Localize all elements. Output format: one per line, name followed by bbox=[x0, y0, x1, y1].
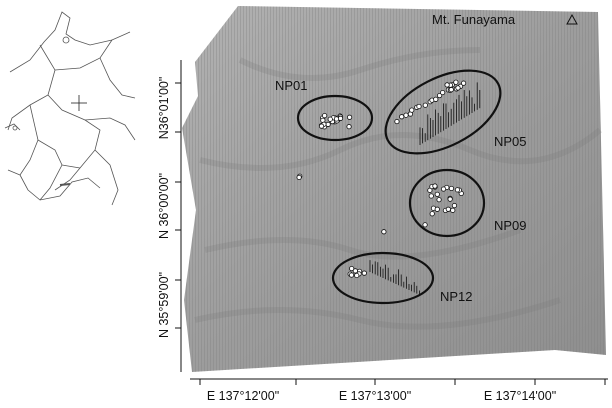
point bbox=[328, 117, 332, 121]
point bbox=[417, 104, 421, 108]
point bbox=[435, 207, 439, 211]
point bbox=[297, 175, 301, 179]
point bbox=[449, 87, 453, 91]
point bbox=[410, 108, 414, 112]
lat-label: N 35°59'00" bbox=[157, 272, 171, 338]
point bbox=[433, 184, 437, 188]
point bbox=[455, 188, 459, 192]
point bbox=[423, 103, 427, 107]
point bbox=[451, 208, 455, 212]
point bbox=[423, 223, 427, 227]
point bbox=[382, 230, 386, 234]
peak-label: Mt. Funayama bbox=[432, 12, 516, 27]
lon-label: E 137°14'00" bbox=[484, 389, 556, 403]
point bbox=[322, 113, 326, 117]
site-label: NP05 bbox=[494, 134, 527, 149]
point bbox=[441, 187, 445, 191]
site-label: NP01 bbox=[275, 78, 308, 93]
point bbox=[448, 197, 452, 201]
point bbox=[456, 86, 460, 90]
point bbox=[446, 207, 450, 211]
lon-label: E 137°12'00" bbox=[207, 389, 279, 403]
point bbox=[461, 81, 465, 85]
point bbox=[429, 194, 433, 198]
point bbox=[435, 192, 439, 196]
lon-label: E 137°13'00" bbox=[339, 389, 411, 403]
inset-map bbox=[5, 12, 135, 205]
point bbox=[347, 115, 351, 119]
point bbox=[445, 83, 449, 87]
point bbox=[349, 266, 353, 270]
point bbox=[347, 124, 351, 128]
point bbox=[437, 197, 441, 201]
point bbox=[355, 273, 359, 277]
point bbox=[452, 203, 456, 207]
point bbox=[399, 115, 403, 119]
point bbox=[434, 97, 438, 101]
point bbox=[349, 273, 353, 277]
point bbox=[440, 90, 444, 94]
lat-label: N36°01'00" bbox=[157, 77, 171, 140]
lat-label: N 36°00'00" bbox=[157, 173, 171, 239]
point bbox=[404, 113, 408, 117]
point bbox=[362, 271, 366, 275]
point bbox=[430, 212, 434, 216]
figure: N36°01'00" N 36°00'00" N 35°59'00" E 137… bbox=[0, 0, 612, 408]
point bbox=[395, 119, 399, 123]
point bbox=[334, 117, 338, 121]
terrain bbox=[182, 6, 606, 372]
site-label: NP09 bbox=[494, 218, 527, 233]
site-label: NP12 bbox=[440, 289, 473, 304]
point bbox=[449, 186, 453, 190]
point bbox=[319, 124, 323, 128]
